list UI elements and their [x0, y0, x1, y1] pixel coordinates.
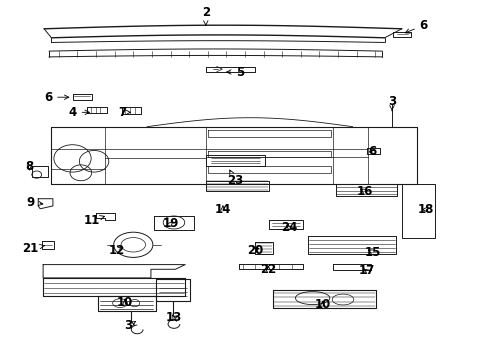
Text: 5: 5 [227, 66, 244, 78]
Text: 14: 14 [215, 203, 231, 216]
Text: 6: 6 [44, 91, 69, 104]
Text: 11: 11 [84, 214, 104, 227]
Text: 3: 3 [388, 95, 396, 111]
Text: 9: 9 [26, 196, 43, 209]
Text: 10: 10 [117, 296, 133, 309]
Text: 20: 20 [246, 244, 263, 257]
Text: 6: 6 [405, 19, 428, 33]
Text: 7: 7 [119, 106, 130, 119]
Text: 6: 6 [368, 145, 376, 158]
Text: 21: 21 [22, 242, 44, 255]
Text: 4: 4 [69, 106, 89, 119]
Text: 13: 13 [166, 311, 182, 324]
Text: 16: 16 [357, 185, 373, 198]
Text: 3: 3 [124, 319, 136, 332]
Text: 18: 18 [418, 203, 435, 216]
Text: 15: 15 [364, 246, 381, 258]
Text: 24: 24 [281, 221, 297, 234]
Text: 12: 12 [108, 244, 125, 257]
Text: 17: 17 [358, 264, 375, 277]
Text: 23: 23 [227, 170, 244, 187]
Text: 2: 2 [202, 6, 210, 25]
Text: 22: 22 [260, 263, 277, 276]
Text: 19: 19 [162, 217, 179, 230]
Text: 8: 8 [25, 160, 33, 173]
Text: 10: 10 [314, 298, 331, 311]
